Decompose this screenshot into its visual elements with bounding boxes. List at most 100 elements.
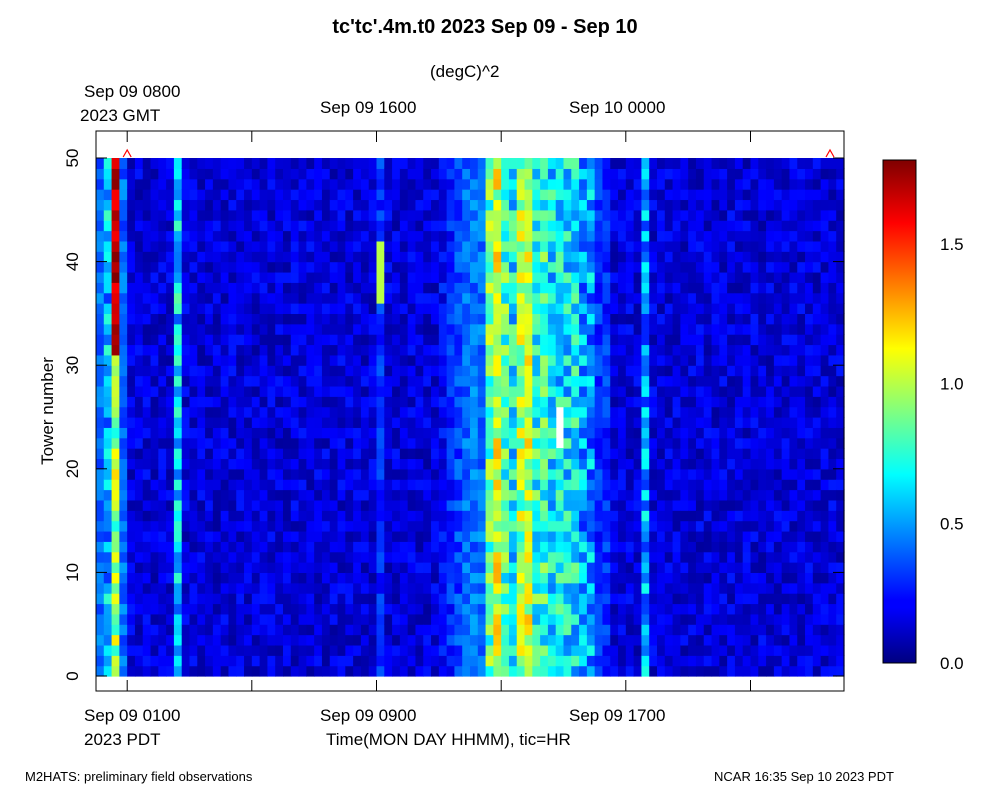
heat-cell — [290, 344, 300, 356]
heat-cell — [399, 458, 409, 470]
heat-cell — [516, 562, 526, 573]
heat-cell — [244, 489, 253, 501]
heat-cell — [415, 613, 424, 625]
heat-cell — [625, 624, 635, 636]
heat-cell — [399, 520, 409, 532]
heat-cell — [197, 292, 206, 304]
heat-cell — [189, 251, 198, 263]
heat-cell — [657, 572, 666, 584]
heat-cell — [750, 375, 759, 387]
heat-cell — [828, 385, 837, 397]
heat-cell — [477, 282, 487, 294]
heat-cell — [244, 209, 253, 221]
heat-cell — [555, 271, 565, 283]
heat-cell — [750, 655, 759, 667]
heat-cell — [431, 189, 440, 201]
heat-cell — [820, 385, 830, 397]
heat-cell — [329, 282, 339, 294]
heat-cell — [298, 541, 307, 553]
heat-cell — [586, 562, 596, 573]
heat-cell — [508, 168, 518, 180]
heat-cell — [641, 199, 650, 211]
heat-cell — [820, 624, 830, 636]
heat-cell — [259, 240, 269, 252]
heat-cell — [376, 271, 385, 283]
heat-cell — [337, 178, 346, 190]
heat-cell — [407, 499, 417, 511]
heat-cell — [540, 520, 549, 532]
heat-cell — [142, 510, 152, 522]
heat-cell — [758, 354, 767, 366]
heat-cell — [758, 303, 767, 314]
heat-cell — [742, 261, 752, 273]
heat-cell — [431, 593, 440, 605]
heat-cell — [664, 303, 674, 314]
heat-cell — [734, 479, 744, 491]
heat-cell — [680, 251, 689, 263]
heat-cell — [228, 240, 237, 252]
heat-cell — [111, 334, 120, 346]
heat-cell — [134, 479, 144, 491]
heat-cell — [244, 624, 253, 636]
heat-cell — [820, 303, 830, 314]
heat-cell — [290, 634, 300, 646]
heat-cell — [407, 354, 417, 366]
heat-cell — [462, 344, 471, 356]
heat-cell — [828, 665, 837, 677]
heat-cell — [540, 209, 549, 221]
heat-cell — [337, 655, 346, 667]
heat-cell — [633, 613, 643, 625]
heat-cell — [298, 634, 307, 646]
heat-cell — [290, 551, 300, 563]
heat-cell — [797, 489, 806, 501]
heat-cell — [719, 303, 728, 314]
heat-cell — [462, 385, 471, 397]
heat-cell — [454, 303, 463, 314]
heat-cell — [789, 458, 798, 470]
heat-cell — [96, 448, 105, 460]
heat-cell — [181, 158, 191, 169]
heat-cell — [540, 334, 549, 346]
heat-cell — [212, 644, 222, 656]
heat-cell — [407, 644, 417, 656]
heat-cell — [781, 458, 791, 470]
heat-cell — [290, 209, 300, 221]
heat-cell — [96, 158, 105, 169]
heat-cell — [789, 499, 798, 511]
heat-cell — [314, 510, 323, 522]
heat-cell — [750, 303, 759, 314]
heat-cell — [695, 417, 705, 428]
heat-cell — [267, 354, 276, 366]
heat-cell — [251, 334, 261, 346]
heat-cell — [688, 240, 697, 252]
heat-cell — [142, 582, 152, 594]
heat-cell — [703, 344, 713, 356]
heat-cell — [594, 530, 604, 542]
heat-cell — [695, 240, 705, 252]
heat-cell — [454, 406, 463, 418]
heat-cell — [773, 303, 783, 314]
heat-cell — [680, 209, 689, 221]
heat-cell — [166, 468, 175, 480]
heat-cell — [493, 417, 502, 428]
heat-cell — [563, 603, 572, 615]
heat-cell — [306, 220, 315, 232]
heat-cell — [820, 292, 830, 304]
heat-cell — [329, 323, 339, 335]
heat-cell — [431, 551, 440, 563]
heat-cell — [602, 406, 611, 418]
heat-cell — [368, 375, 378, 387]
heat-cell — [150, 624, 159, 636]
heat-cell — [836, 551, 845, 563]
heat-cell — [431, 158, 440, 169]
heat-cell — [649, 644, 658, 656]
heat-cell — [111, 427, 120, 439]
heat-cell — [555, 158, 565, 169]
heat-cell — [392, 634, 401, 646]
heat-cell — [298, 220, 307, 232]
heat-cell — [586, 520, 596, 532]
heat-cell — [275, 417, 284, 428]
heat-cell — [477, 396, 487, 408]
heat-cell — [618, 406, 627, 418]
heat-cell — [251, 458, 261, 470]
